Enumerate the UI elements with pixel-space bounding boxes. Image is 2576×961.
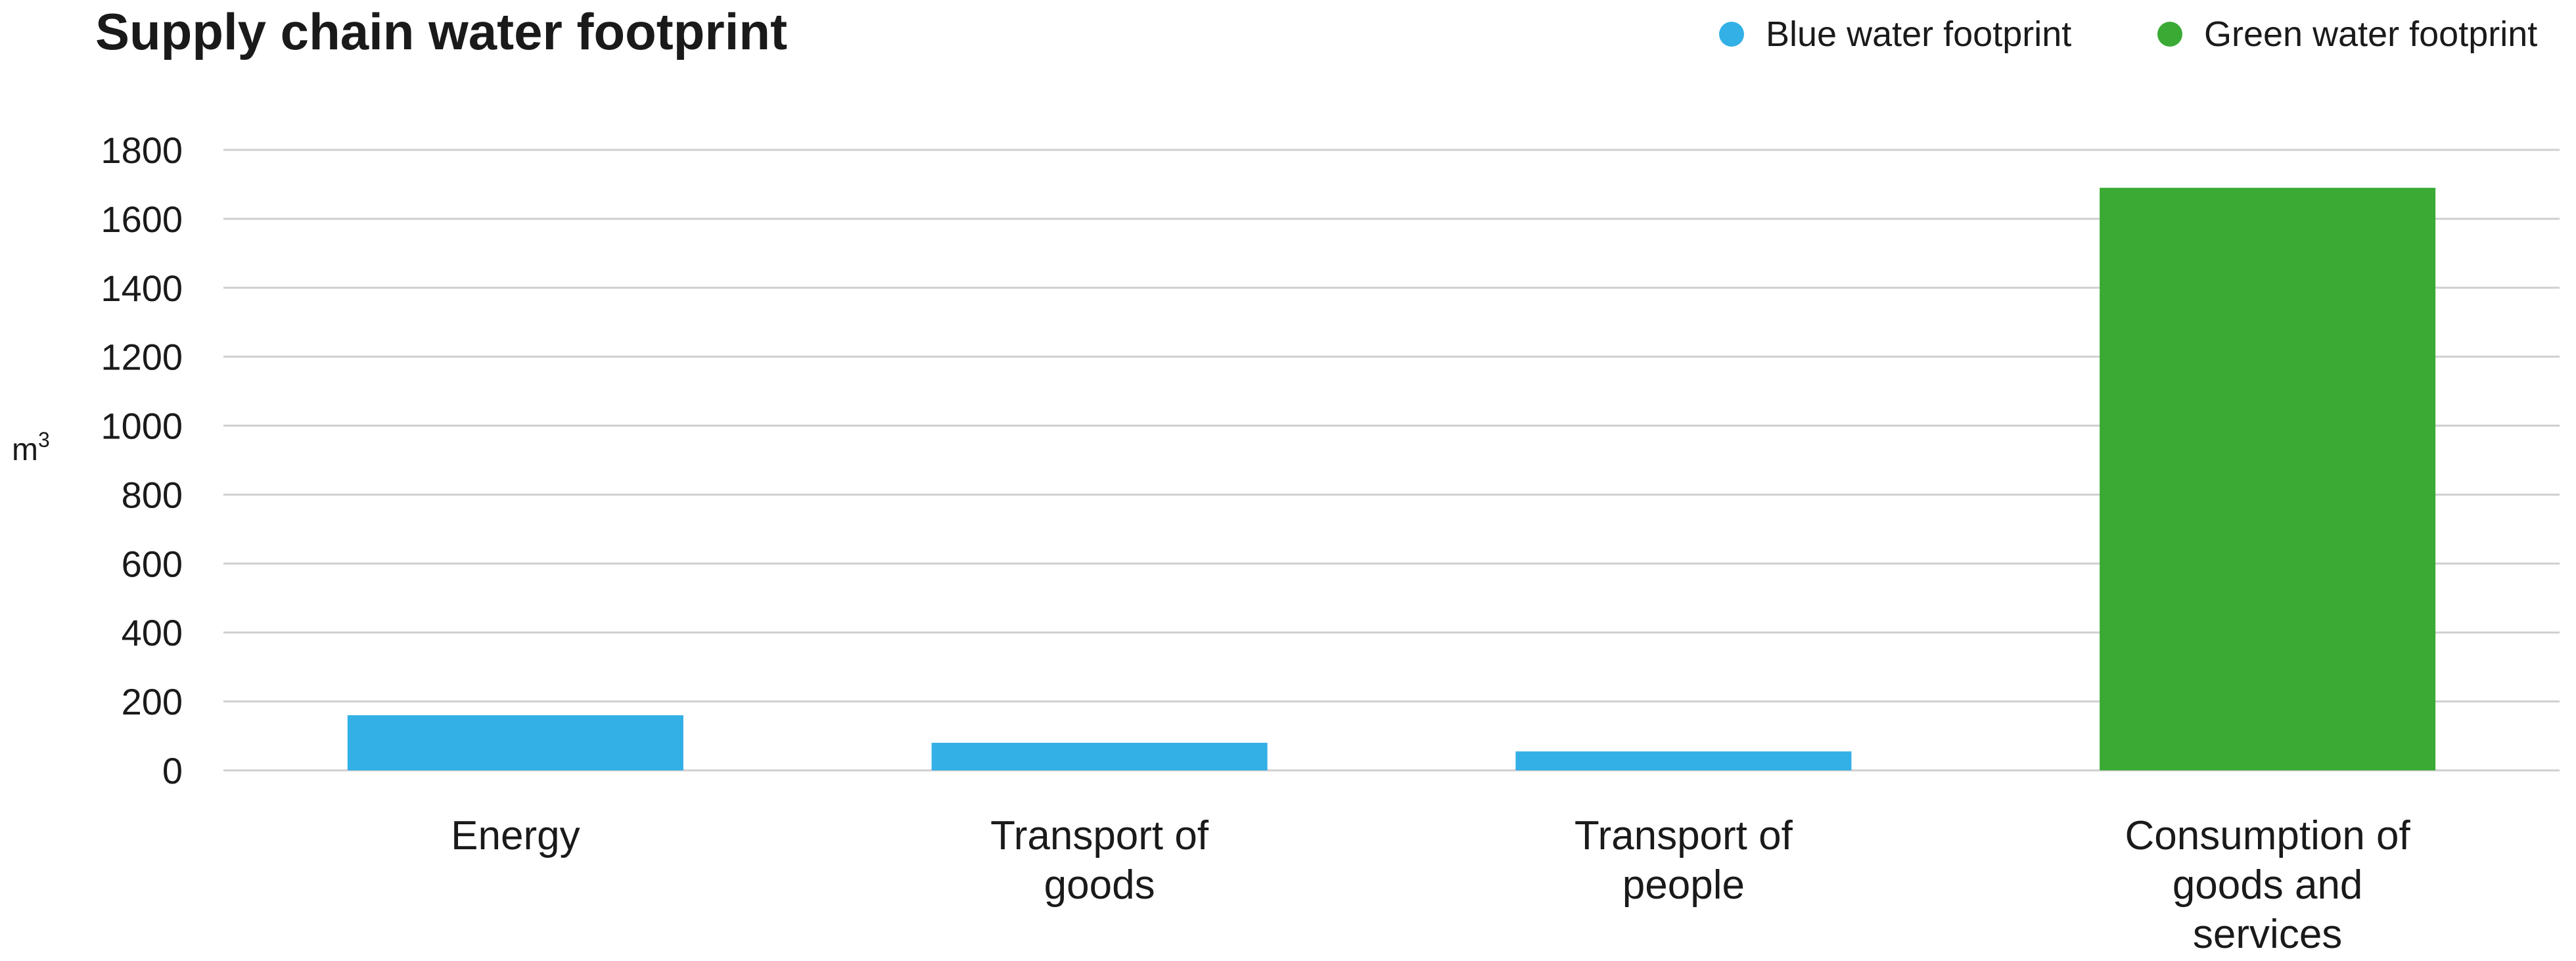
y-tick-label: 1800 (101, 129, 183, 171)
x-category-label: people (1622, 862, 1745, 908)
y-tick-label: 800 (122, 474, 183, 515)
x-category-label: services (2193, 912, 2342, 957)
x-category-label: goods and (2173, 862, 2363, 908)
chart-title: Supply chain water footprint (95, 3, 787, 60)
bar (2100, 187, 2436, 770)
legend-swatch (2157, 22, 2182, 47)
y-tick-label: 0 (162, 750, 183, 791)
y-tick-label: 1400 (101, 268, 183, 309)
bar (931, 743, 1268, 770)
x-category-label: Transport of (1575, 813, 1793, 858)
legend-label: Green water footprint (2204, 14, 2537, 54)
bar (1515, 751, 1852, 770)
y-tick-label: 1200 (101, 337, 183, 378)
x-category-label: goods (1044, 862, 1155, 908)
bar (347, 715, 683, 770)
y-axis-unit-label: m3 (12, 428, 50, 467)
x-category-label: Energy (451, 813, 580, 858)
y-tick-label: 400 (122, 612, 183, 653)
x-category-label: Consumption of (2125, 813, 2411, 858)
gridlines (223, 149, 2560, 772)
y-tick-label: 1000 (101, 406, 183, 447)
y-axis-ticks: 0 200 400 600 800 1000 1200 1400 1600 1800 (101, 129, 183, 791)
x-category-label: Transport of (990, 813, 1209, 858)
y-axis-unit-superscript: 3 (38, 428, 50, 452)
y-tick-label: 1600 (101, 199, 183, 240)
y-axis-unit-base: m (12, 433, 38, 467)
legend: Blue water footprint Green water footprin… (1719, 14, 2537, 54)
y-tick-label: 600 (122, 543, 183, 584)
legend-swatch (1719, 22, 1744, 47)
bars (347, 187, 2436, 770)
y-tick-label: 200 (122, 681, 183, 722)
legend-label: Blue water footprint (1766, 14, 2071, 54)
